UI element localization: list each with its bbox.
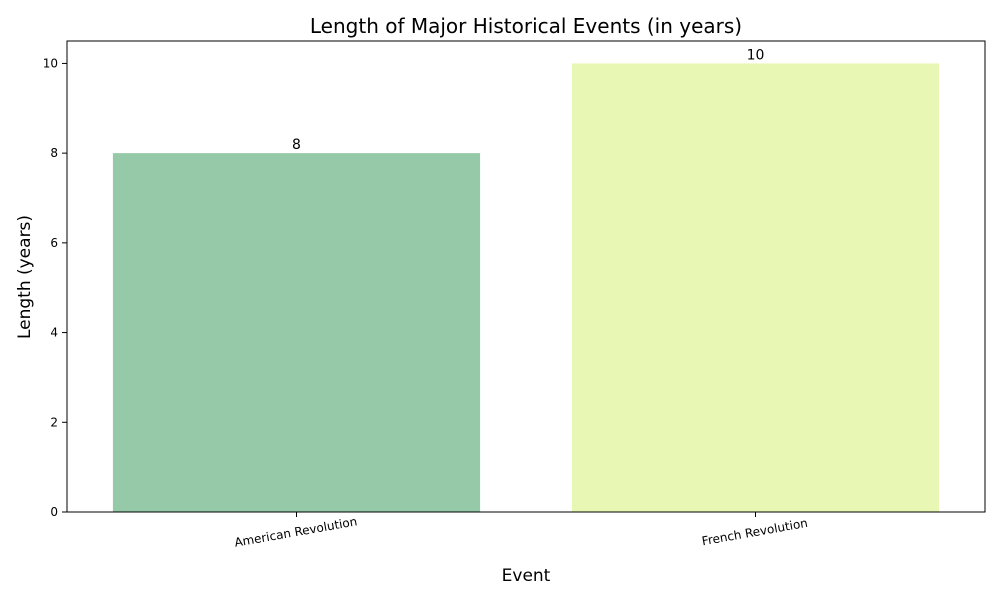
y-tick-label: 8 [50,146,58,160]
y-tick-label: 4 [50,326,58,340]
x-tick-label: American Revolution [233,514,358,549]
data-label: 10 [747,47,765,63]
plot-frame [66,40,986,513]
y-tick-label: 0 [50,505,58,519]
y-tick-label: 2 [50,415,58,429]
data-label: 8 [292,137,301,153]
plot-area: 8 American Revolution 10 French Revolution 0… [43,40,986,550]
y-axis-label: Length (years) [15,215,35,339]
y-tick-label: 10 [43,56,58,70]
chart-title: Length of Major Historical Events (in ye… [310,14,742,38]
x-tick-label: French Revolution [701,516,809,548]
bar [112,153,481,512]
x-axis-label: Event [502,566,551,586]
bar [571,63,940,513]
y-tick-label: 6 [50,236,58,250]
